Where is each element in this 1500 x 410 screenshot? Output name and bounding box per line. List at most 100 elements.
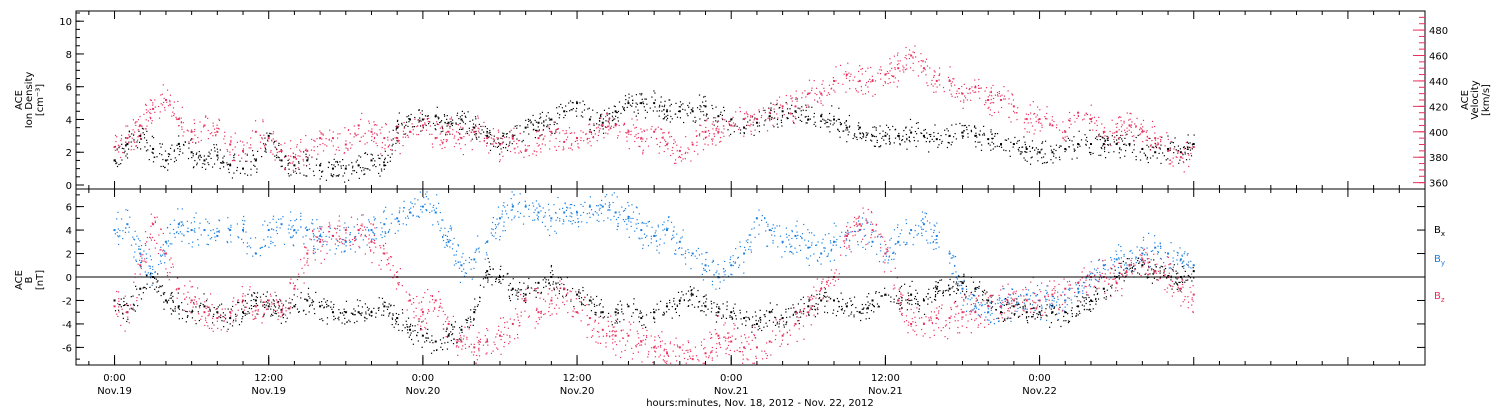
data-point xyxy=(379,175,381,177)
data-point xyxy=(1192,270,1195,273)
data-point xyxy=(1089,299,1092,302)
data-point xyxy=(322,150,325,152)
data-point xyxy=(215,144,218,146)
data-point xyxy=(948,142,950,144)
data-point xyxy=(208,222,210,225)
data-point xyxy=(670,154,672,157)
data-point xyxy=(703,269,705,271)
data-point xyxy=(659,244,661,246)
data-point xyxy=(751,116,753,118)
data-point xyxy=(580,130,582,132)
data-point xyxy=(447,231,449,233)
data-point xyxy=(558,106,560,108)
data-point xyxy=(1154,242,1156,244)
data-point xyxy=(166,101,168,103)
data-point xyxy=(628,148,630,150)
data-point xyxy=(199,155,201,157)
data-point xyxy=(192,155,194,157)
data-point xyxy=(720,111,722,113)
data-point xyxy=(242,219,244,222)
data-point xyxy=(494,227,497,230)
data-point xyxy=(799,119,801,121)
data-point xyxy=(920,220,922,222)
data-point xyxy=(199,222,201,224)
data-point xyxy=(1183,171,1185,173)
data-point xyxy=(1041,157,1043,159)
data-point xyxy=(472,129,474,131)
data-point xyxy=(948,250,951,252)
data-point xyxy=(332,175,334,178)
data-point xyxy=(230,141,232,143)
data-point xyxy=(1192,143,1194,145)
data-point xyxy=(663,221,665,223)
data-point xyxy=(1115,250,1117,252)
data-point xyxy=(872,95,874,97)
data-point xyxy=(518,216,520,218)
data-point xyxy=(598,209,600,211)
data-point xyxy=(396,137,399,140)
data-point xyxy=(1012,143,1015,146)
data-point xyxy=(676,242,678,244)
data-point xyxy=(1032,276,1034,279)
data-point xyxy=(672,146,674,149)
data-point xyxy=(192,153,194,155)
data-point xyxy=(671,118,673,120)
data-point xyxy=(735,111,737,113)
data-point xyxy=(439,121,441,124)
data-point xyxy=(801,92,804,94)
data-point xyxy=(478,136,480,138)
data-point xyxy=(945,133,947,136)
data-point xyxy=(1113,261,1116,263)
data-point xyxy=(931,235,933,237)
data-point xyxy=(1031,147,1034,149)
data-point xyxy=(292,161,294,163)
data-point xyxy=(336,239,338,241)
data-point xyxy=(693,150,696,152)
data-point xyxy=(331,175,334,177)
data-point xyxy=(818,256,821,259)
data-point xyxy=(641,222,643,224)
data-point xyxy=(808,300,811,302)
data-point xyxy=(1017,307,1019,310)
data-point xyxy=(1040,304,1043,306)
data-point xyxy=(1102,287,1105,290)
data-point xyxy=(368,122,371,124)
data-point xyxy=(721,117,723,119)
data-point xyxy=(958,285,960,287)
data-point xyxy=(427,120,429,123)
data-point xyxy=(702,279,705,281)
data-point xyxy=(939,139,941,141)
data-point xyxy=(267,134,270,137)
data-point xyxy=(772,124,774,126)
data-point xyxy=(828,126,830,128)
data-point xyxy=(1085,302,1087,305)
data-point xyxy=(441,349,444,351)
data-point xyxy=(499,159,501,161)
data-point xyxy=(216,231,218,233)
data-point xyxy=(517,140,519,142)
data-point xyxy=(1036,294,1039,296)
data-point xyxy=(922,228,924,231)
data-point xyxy=(850,231,852,233)
data-point xyxy=(744,117,747,119)
data-point xyxy=(329,249,331,251)
data-point xyxy=(747,316,749,319)
data-point xyxy=(865,70,867,72)
data-point xyxy=(705,258,707,261)
data-point xyxy=(193,130,195,133)
data-point xyxy=(961,281,963,283)
data-point xyxy=(292,169,294,172)
data-point xyxy=(672,230,675,232)
data-point xyxy=(1157,144,1159,146)
data-point xyxy=(1026,308,1028,310)
data-point xyxy=(1177,150,1179,153)
data-point xyxy=(517,295,519,297)
data-point xyxy=(527,126,529,128)
data-point xyxy=(254,237,257,239)
data-point xyxy=(412,129,414,131)
data-point xyxy=(634,135,636,138)
data-point xyxy=(701,131,703,133)
data-point xyxy=(496,218,498,220)
data-point xyxy=(1121,124,1123,126)
data-point xyxy=(1051,119,1053,121)
